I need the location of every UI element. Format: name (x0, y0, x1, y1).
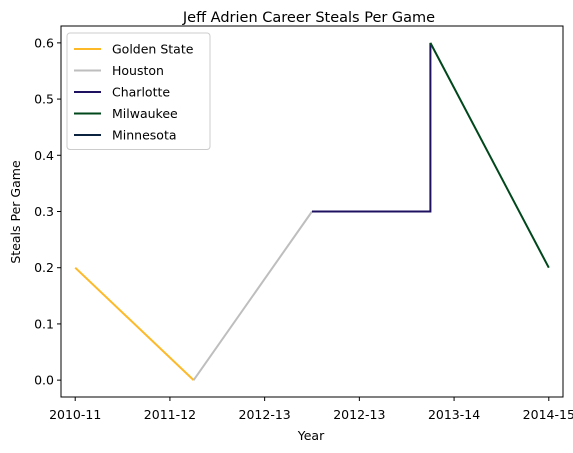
y-tick-label: 0.0 (34, 373, 54, 388)
x-tick-label: 2010-11 (49, 407, 101, 422)
y-tick-label: 0.2 (34, 260, 54, 275)
x-tick-label: 2011-12 (144, 407, 196, 422)
x-axis-label: Year (297, 428, 325, 443)
legend-entry-label: Charlotte (112, 85, 170, 100)
x-tick-label: 2012-13 (333, 407, 385, 422)
legend: Golden State Houston Charlotte Milwaukee Min… (67, 33, 210, 150)
y-tick-label: 0.4 (34, 148, 54, 163)
x-tick-label: 2014-15 (523, 407, 573, 422)
x-tick-label: 2013-14 (428, 407, 480, 422)
legend-entry-label: Milwaukee (112, 106, 178, 121)
y-tick-label: 0.5 (34, 92, 54, 107)
x-tick-label: 2012-13 (239, 407, 291, 422)
chart-title: Jeff Adrien Career Steals Per Game (182, 10, 435, 26)
legend-entry-label: Golden State (112, 42, 194, 57)
y-tick-label: 0.6 (34, 35, 54, 50)
y-axis-label: Steals Per Game (8, 160, 23, 264)
legend-entry-label: Houston (112, 63, 164, 78)
y-tick-label: 0.1 (34, 316, 54, 331)
y-tick-label: 0.3 (34, 204, 54, 219)
legend-entry-label: Minnesota (112, 128, 177, 143)
